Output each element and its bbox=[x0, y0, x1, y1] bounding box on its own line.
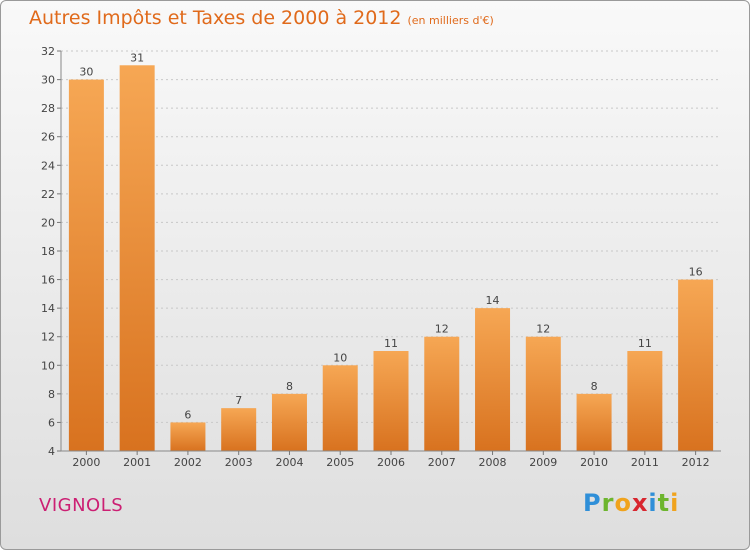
data-label: 11 bbox=[384, 337, 398, 350]
y-tick-label: 12 bbox=[41, 331, 55, 344]
y-tick-label: 28 bbox=[41, 102, 55, 115]
data-label: 30 bbox=[79, 66, 93, 79]
y-tick-label: 10 bbox=[41, 359, 55, 372]
data-label: 6 bbox=[184, 408, 191, 421]
bar-2001 bbox=[119, 65, 155, 452]
data-label: 7 bbox=[235, 394, 242, 407]
data-label: 14 bbox=[486, 294, 500, 307]
bar-2012 bbox=[678, 279, 714, 451]
bar-2009 bbox=[525, 336, 561, 451]
bar-2005 bbox=[322, 365, 358, 451]
x-tick-label: 2008 bbox=[479, 456, 507, 469]
bar-2006 bbox=[373, 351, 409, 451]
x-tick-label: 2005 bbox=[326, 456, 354, 469]
data-label: 31 bbox=[130, 51, 144, 64]
y-tick-label: 4 bbox=[48, 445, 55, 458]
data-label: 8 bbox=[591, 380, 598, 393]
data-label: 16 bbox=[689, 266, 703, 279]
x-tick-label: 2011 bbox=[631, 456, 659, 469]
y-tick-label: 24 bbox=[41, 159, 55, 172]
data-label: 11 bbox=[638, 337, 652, 350]
data-label: 12 bbox=[536, 323, 550, 336]
y-tick-label: 26 bbox=[41, 131, 55, 144]
y-tick-label: 6 bbox=[48, 416, 55, 429]
y-tick-label: 18 bbox=[41, 245, 55, 258]
bar-2007 bbox=[424, 336, 460, 451]
data-label: 8 bbox=[286, 380, 293, 393]
bar-2000 bbox=[68, 79, 104, 452]
bar-2002 bbox=[170, 422, 206, 451]
y-tick-label: 14 bbox=[41, 302, 55, 315]
bars: 30 31 6 7 8 10 11 12 14 12 8 11 16 bbox=[68, 51, 714, 452]
bar-2004 bbox=[271, 393, 307, 451]
x-tick-label: 2004 bbox=[275, 456, 303, 469]
y-tick-label: 16 bbox=[41, 274, 55, 287]
x-tick-label: 2012 bbox=[682, 456, 710, 469]
y-tick-label: 22 bbox=[41, 188, 55, 201]
data-label: 12 bbox=[435, 323, 449, 336]
x-tick-label: 2009 bbox=[529, 456, 557, 469]
axes: 4 6 8 10 12 14 16 18 20 22 24 26 28 30 32 2000 2001 2002 2… bbox=[41, 45, 721, 469]
data-label: 10 bbox=[333, 351, 347, 364]
proxiti-logo: Proxiti bbox=[583, 489, 680, 517]
commune-name: VIGNOLS bbox=[39, 495, 124, 516]
bar-2008 bbox=[475, 308, 511, 451]
chart-title-text: Autres Impôts et Taxes de 2000 à 2012 bbox=[29, 7, 402, 29]
x-tick-label: 2002 bbox=[174, 456, 202, 469]
bar-2011 bbox=[627, 351, 663, 451]
y-tick-label: 20 bbox=[41, 216, 55, 229]
x-tick-label: 2001 bbox=[123, 456, 151, 469]
y-tick-label: 32 bbox=[41, 45, 55, 58]
chart-subtitle: (en milliers d'€) bbox=[407, 14, 494, 27]
y-tick-label: 30 bbox=[41, 74, 55, 87]
x-tick-label: 2006 bbox=[377, 456, 405, 469]
y-tick-label: 8 bbox=[48, 388, 55, 401]
x-tick-label: 2000 bbox=[72, 456, 100, 469]
bar-2003 bbox=[221, 408, 257, 451]
chart-title: Autres Impôts et Taxes de 2000 à 2012 (en… bbox=[29, 7, 494, 29]
bar-2010 bbox=[576, 393, 612, 451]
x-tick-label: 2007 bbox=[428, 456, 456, 469]
x-tick-label: 2010 bbox=[580, 456, 608, 469]
x-tick-label: 2003 bbox=[225, 456, 253, 469]
